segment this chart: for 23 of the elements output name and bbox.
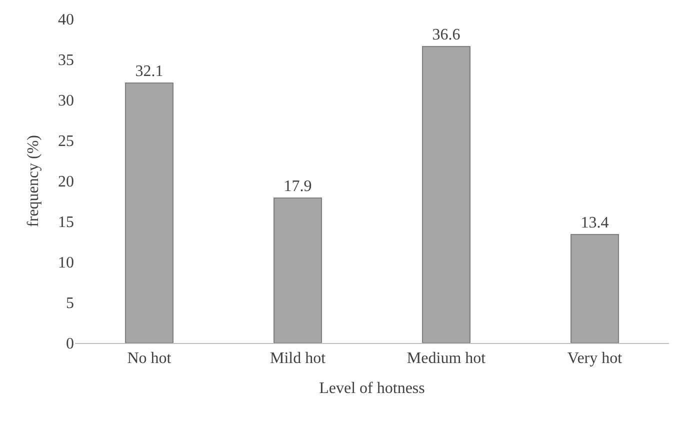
y-tick-label: 10: [58, 254, 74, 272]
y-tick-label: 25: [58, 133, 74, 150]
bar: [124, 82, 174, 343]
data-label: 32.1: [135, 62, 164, 80]
x-tick-label: Mild hot: [270, 350, 326, 368]
y-axis-title: frequency (%): [24, 135, 42, 227]
x-tick-label: Medium hot: [406, 350, 486, 368]
data-label: 36.6: [432, 26, 460, 44]
y-tick-label: 30: [58, 92, 74, 110]
x-axis-title: Level of hotness: [319, 380, 425, 397]
bar: [422, 46, 471, 343]
x-tick-label: No hot: [127, 350, 172, 368]
y-tick-label: 35: [58, 52, 74, 70]
data-label: 17.9: [284, 178, 312, 196]
y-tick-label: 40: [58, 12, 74, 29]
y-tick-label: 0: [66, 336, 74, 353]
bar: [570, 234, 620, 343]
data-label: 13.4: [580, 214, 609, 232]
y-tick-label: 20: [58, 174, 74, 191]
y-tick-label: 5: [66, 295, 74, 312]
y-tick-label: 15: [58, 214, 74, 232]
bar: [273, 198, 322, 343]
x-tick-label: Very hot: [567, 350, 623, 368]
